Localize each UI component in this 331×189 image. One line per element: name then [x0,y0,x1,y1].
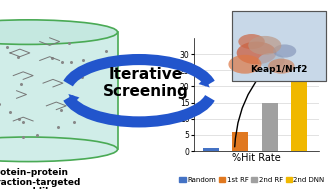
Legend: Random, 1st RF, 2nd RF, 2nd DNN: Random, 1st RF, 2nd RF, 2nd DNN [177,174,328,186]
Ellipse shape [0,137,118,162]
Circle shape [248,36,281,55]
Bar [291,44,307,151]
Circle shape [268,59,295,74]
Circle shape [237,42,276,64]
Bar [261,103,278,151]
Circle shape [228,55,261,74]
Text: Iterative
Screening: Iterative Screening [103,67,189,99]
Bar [0,32,118,149]
Circle shape [258,53,285,68]
Circle shape [238,34,265,49]
Bar [203,148,219,151]
Ellipse shape [0,20,118,44]
X-axis label: %Hit Rate: %Hit Rate [232,153,281,163]
Bar [232,132,249,151]
Text: Keap1/Nrf2: Keap1/Nrf2 [250,65,307,74]
Bar [232,11,326,81]
Text: compound library: compound library [0,187,73,189]
Bar [232,11,326,81]
Circle shape [273,44,296,58]
Text: Protein–protein: Protein–protein [0,168,68,177]
Text: interaction-targeted: interaction-targeted [0,177,80,187]
